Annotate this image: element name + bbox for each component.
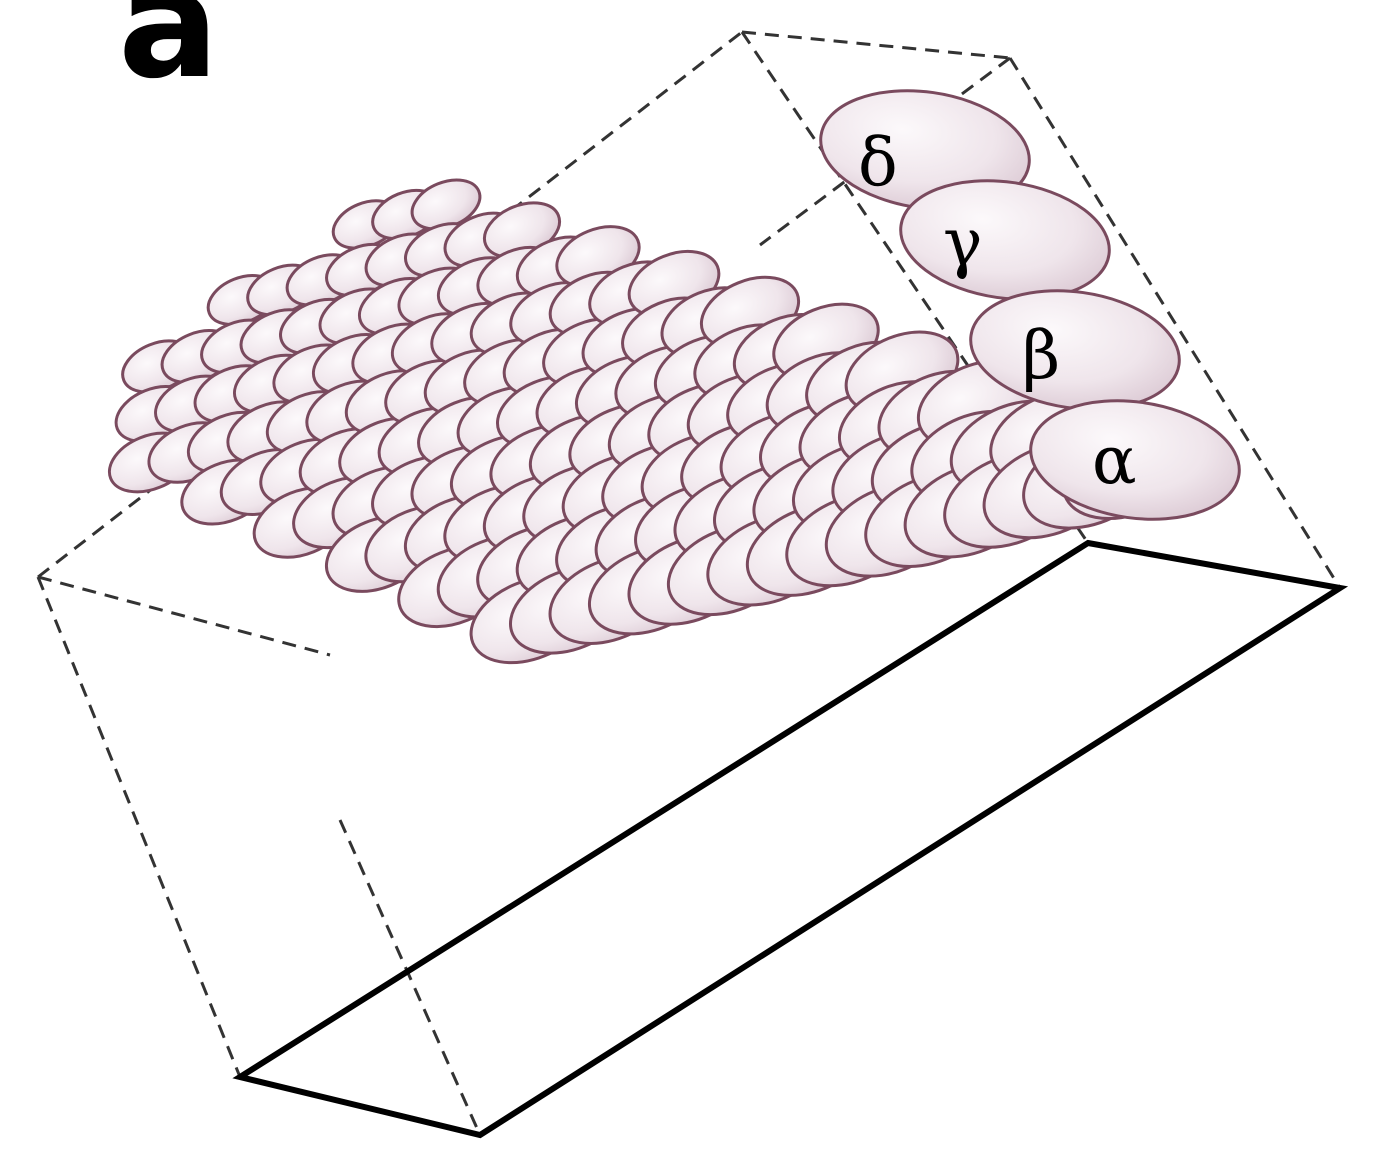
cell-cluster xyxy=(107,89,1241,665)
row-labels: δ γ β α xyxy=(858,124,1137,499)
box-edge-top-back xyxy=(741,30,1011,60)
base-parallelogram xyxy=(232,539,1349,1139)
label-alpha: α xyxy=(1092,422,1137,499)
box-edge-back-top-inner xyxy=(759,56,1011,247)
label-gamma: γ xyxy=(943,204,982,281)
bounding-box-solid-base xyxy=(232,539,1349,1139)
label-delta: δ xyxy=(858,124,898,201)
box-edge-left-vertical xyxy=(36,576,242,1078)
box-edge-left-lower xyxy=(37,575,331,657)
cell-gamma xyxy=(899,179,1111,301)
box-edge-right-vertical xyxy=(1008,57,1342,589)
panel-label: a xyxy=(118,0,219,112)
cell-alpha xyxy=(1029,399,1241,521)
label-beta: β xyxy=(1022,317,1060,394)
cell-beta xyxy=(969,289,1181,411)
box-edge-inner-vertical xyxy=(338,819,482,1136)
